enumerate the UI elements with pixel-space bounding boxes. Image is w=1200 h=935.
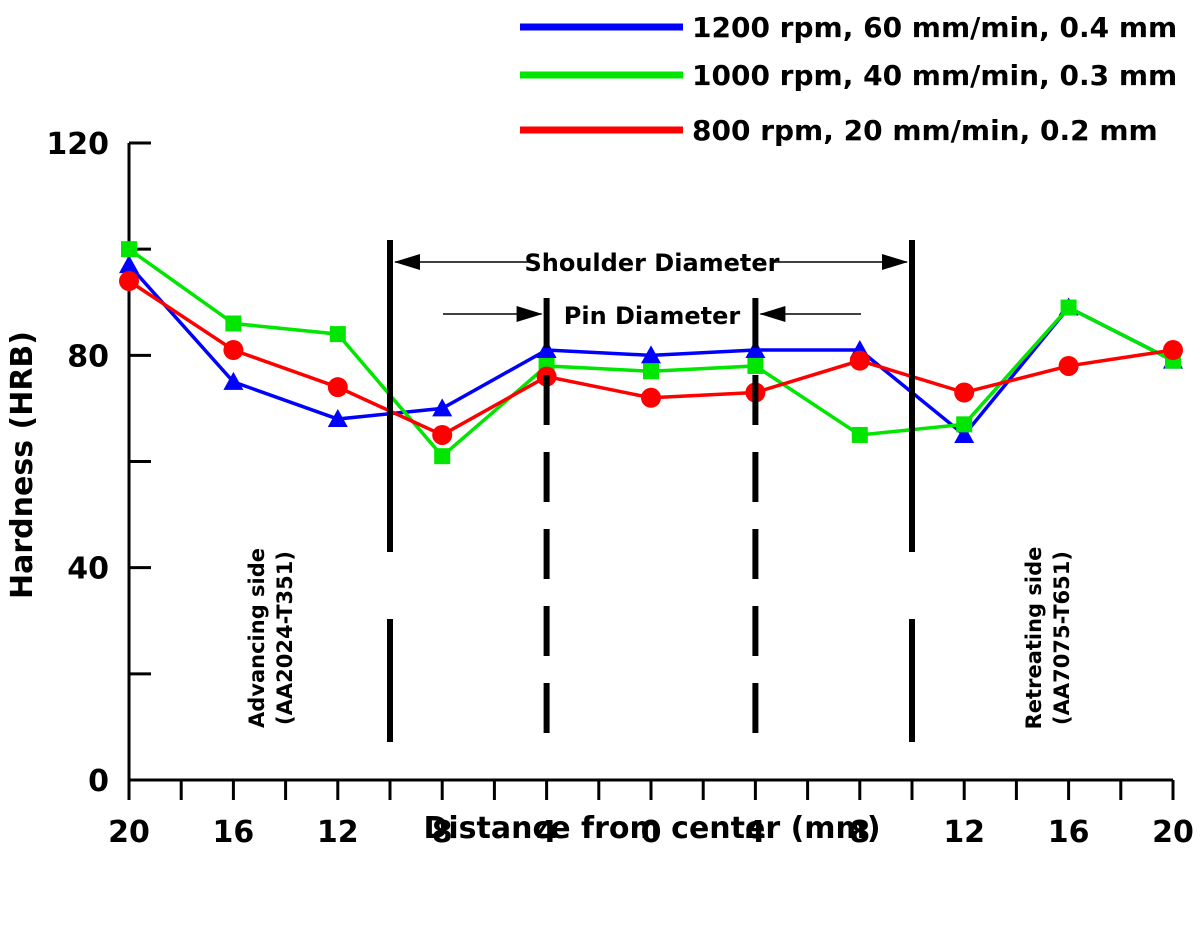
data-point (1163, 340, 1183, 361)
data-point (327, 377, 348, 398)
y-tick-label: 40 (67, 552, 109, 587)
advancing-side-label-line2: (AA2024-T351) (273, 551, 297, 725)
data-point (121, 241, 137, 258)
data-point (956, 416, 973, 433)
x-tick-label: 20 (1152, 815, 1194, 850)
data-point (747, 357, 764, 374)
data-point (643, 363, 659, 380)
x-tick-label: 16 (213, 815, 255, 850)
data-point (223, 340, 244, 361)
x-tick-label: 8 (432, 815, 453, 850)
x-tick-label: 20 (108, 815, 150, 850)
data-point (432, 398, 453, 417)
advancing-side-label-line1: Advancing side (245, 548, 269, 728)
pin-arrowhead-left (516, 306, 543, 322)
advancing-side-label: Advancing side (AA2024-T351) (245, 548, 297, 728)
y-tick-label: 0 (88, 764, 109, 799)
pin-arrowhead-right (759, 306, 786, 322)
shoulder-diameter-label: Shoulder Diameter (524, 249, 779, 277)
data-point (434, 448, 451, 465)
retreating-side-label-line1: Retreating side (1022, 547, 1046, 730)
legend-label-1: 1200 rpm, 60 mm/min, 0.4 mm (692, 11, 1177, 44)
data-point (641, 387, 661, 408)
x-tick-label: 12 (317, 815, 359, 850)
data-point (954, 382, 975, 403)
data-point (849, 350, 870, 371)
data-point (1060, 299, 1077, 316)
legend: 1200 rpm, 60 mm/min, 0.4 mm 1000 rpm, 40 … (520, 11, 1177, 147)
data-point (641, 345, 661, 364)
data-point (851, 426, 868, 443)
x-tick-label: 4 (536, 815, 557, 850)
x-axis-label: Distance from center (mm) (423, 811, 880, 846)
shoulder-arrowhead-left (394, 254, 420, 270)
y-tick-label: 120 (46, 127, 109, 162)
data-point (119, 255, 139, 274)
legend-label-2: 1000 rpm, 40 mm/min, 0.3 mm (692, 59, 1177, 92)
data-point (119, 271, 139, 292)
data-point (225, 315, 242, 332)
data-point (745, 340, 766, 359)
x-tick-label: 0 (641, 815, 662, 850)
x-tick-label: 16 (1048, 815, 1090, 850)
shoulder-arrowhead-right (882, 254, 908, 270)
y-tick-label: 80 (67, 339, 109, 374)
annotations: Shoulder Diameter Pin Diameter Advancing s… (245, 240, 1074, 742)
data-point (223, 371, 244, 390)
legend-label-3: 800 rpm, 20 mm/min, 0.2 mm (692, 114, 1158, 147)
x-tick-label: 12 (943, 815, 985, 850)
x-tick-label: 8 (849, 815, 870, 850)
data-point (329, 326, 346, 343)
x-tick-label: 4 (745, 815, 766, 850)
data-point (327, 409, 348, 428)
data-point (432, 424, 453, 445)
retreating-side-label-line2: (AA7075-T651) (1050, 551, 1074, 725)
y-axis-label: Hardness (HRB) (5, 331, 40, 599)
data-point (1058, 355, 1079, 376)
pin-diameter-label: Pin Diameter (564, 302, 741, 330)
retreating-side-label: Retreating side (AA7075-T651) (1022, 547, 1074, 730)
data-point (536, 340, 557, 359)
data-point (954, 424, 975, 443)
